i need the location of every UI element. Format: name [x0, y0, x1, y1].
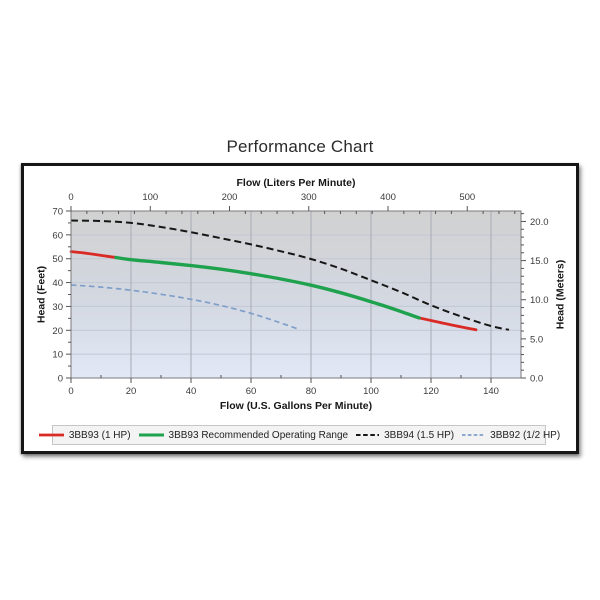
plot-area-background: [71, 211, 521, 378]
legend-item-3bb92-halfhp: 3BB92 (1/2 HP): [461, 430, 560, 441]
legend-dashed-black-line-icon: [356, 434, 380, 436]
tick-label: 20.0: [530, 217, 549, 228]
tick-label: 50: [52, 254, 63, 265]
tick-label: 15.0: [530, 256, 549, 267]
legend-item-3bb93-recommended-range: 3BB93 Recommended Operating Range: [138, 429, 349, 441]
tick-label: 70: [52, 207, 63, 218]
tick-label: 10.0: [530, 295, 549, 306]
tick-label: 300: [301, 192, 317, 203]
tick-label: 10: [52, 350, 63, 361]
legend-item-3bb93-1hp: 3BB93 (1 HP): [38, 430, 131, 441]
tick-label: 0.0: [530, 374, 543, 385]
series-path: [114, 255, 421, 320]
legend-item-3bb94-1-5hp: 3BB94 (1.5 HP): [355, 430, 454, 441]
bottom-axis-title: Flow (U.S. Gallons Per Minute): [220, 400, 372, 412]
tick-label: 30: [52, 302, 63, 313]
legend-label: 3BB93 (1 HP): [68, 429, 131, 441]
left-axis-title: Head (Feet): [36, 266, 48, 323]
tick-label: 200: [222, 192, 238, 203]
tick-label: 400: [380, 192, 396, 203]
tick-label: 0: [58, 374, 63, 385]
tick-label: 0: [68, 192, 73, 203]
series-path: [417, 316, 478, 332]
legend-solid-green-line-icon: [138, 433, 164, 437]
series-path: [70, 284, 300, 331]
tick-label: 100: [363, 386, 379, 397]
tick-label: 140: [483, 386, 499, 397]
tick-label: 40: [52, 278, 63, 289]
axes-layer: 0 20 40 60 80 100 120 140 0 100 200 300 400 500 0 10 20 3…: [52, 192, 548, 397]
chart-panel: 0 20 40 60 80 100 120 140 0 100 200 300 400 500 0 10 20 3…: [21, 163, 579, 454]
series-path: [70, 219, 510, 331]
tick-label: 60: [52, 230, 63, 241]
performance-chart-svg: 0 20 40 60 80 100 120 140 0 100 200 300 400 500 0 10 20 3…: [36, 177, 567, 412]
chart-legend: 3BB93 (1 HP) 3BB93 Recommended Operating…: [38, 425, 560, 445]
tick-label: 60: [246, 386, 257, 397]
tick-label: 100: [142, 192, 158, 203]
tick-label: 20: [52, 326, 63, 337]
tick-label: 40: [186, 386, 197, 397]
legend-dashed-blue-line-icon: [462, 434, 486, 436]
tick-label: 5.0: [530, 334, 543, 345]
legend-label: 3BB94 (1.5 HP): [384, 429, 455, 441]
top-axis-title: Flow (Liters Per Minute): [236, 177, 355, 189]
tick-label: 80: [306, 386, 317, 397]
legend-solid-red-line-icon: [38, 433, 64, 437]
series-path: [69, 250, 118, 259]
series-curves: [69, 219, 510, 332]
tick-label: 120: [423, 386, 439, 397]
tick-label: 0: [68, 386, 73, 397]
legend-label: 3BB92 (1/2 HP): [490, 429, 561, 441]
tick-label: 500: [459, 192, 475, 203]
tick-label: 20: [126, 386, 137, 397]
grid-layer: [71, 211, 521, 378]
page-title: Performance Chart: [226, 137, 374, 156]
right-axis-title: Head (Meters): [555, 260, 567, 329]
legend-label: 3BB93 Recommended Operating Range: [168, 429, 349, 441]
